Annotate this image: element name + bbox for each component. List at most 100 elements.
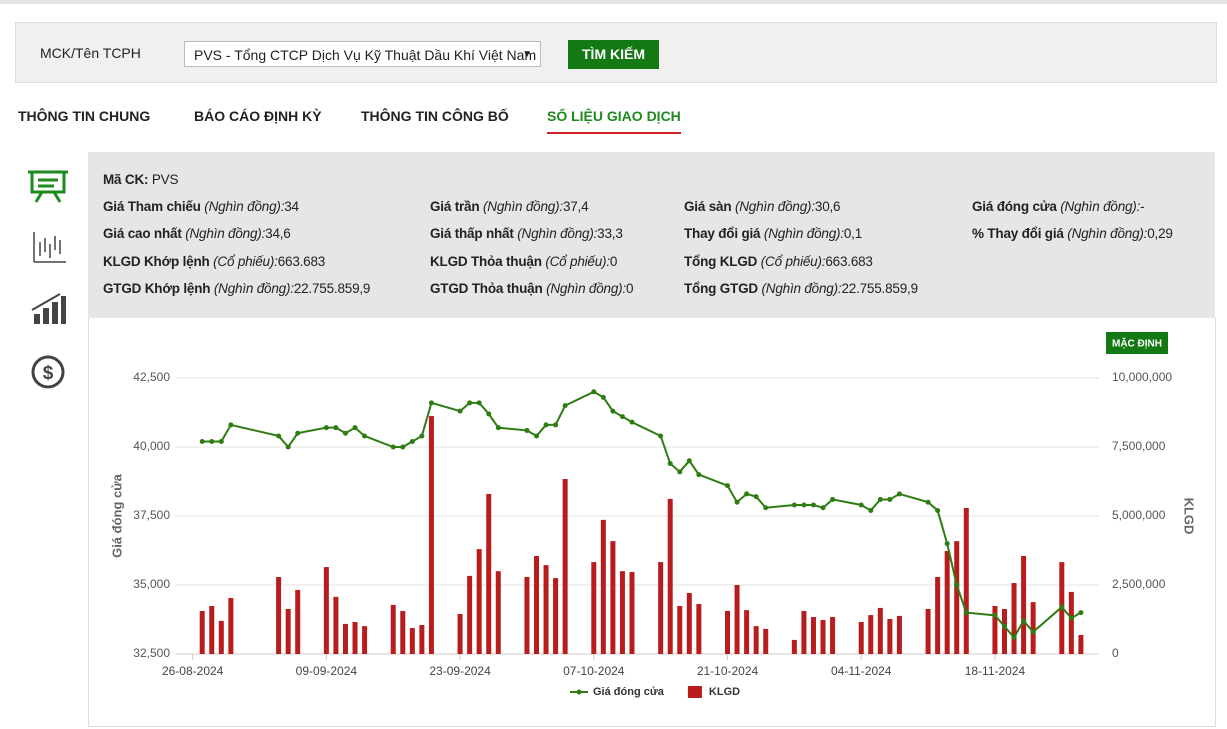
info-field: Tổng KLGD (Cổ phiếu):663.683 bbox=[684, 254, 873, 269]
info-field: KLGD Thỏa thuận (Cổ phiếu):0 bbox=[430, 254, 617, 269]
price-point bbox=[228, 422, 234, 428]
field-label: Giá Tham chiếu bbox=[103, 199, 201, 214]
tab[interactable]: BÁO CÁO ĐỊNH KỲ bbox=[194, 108, 322, 124]
volume-bar bbox=[457, 613, 463, 654]
volume-bar bbox=[629, 572, 635, 654]
price-point bbox=[935, 507, 941, 513]
tab[interactable]: THÔNG TIN CÔNG BỐ bbox=[361, 108, 509, 124]
field-unit: (Nghìn đồng): bbox=[761, 281, 842, 296]
price-point bbox=[992, 612, 998, 618]
field-unit: (Nghìn đồng): bbox=[1060, 199, 1141, 214]
field-value: - bbox=[1140, 199, 1145, 214]
price-point bbox=[428, 400, 434, 406]
volume-bar bbox=[218, 620, 224, 654]
field-label: Thay đổi giá bbox=[684, 226, 761, 241]
field-unit: (Cổ phiếu): bbox=[213, 254, 278, 269]
tab[interactable]: SỐ LIỆU GIAO DỊCH bbox=[547, 108, 681, 134]
price-point bbox=[600, 394, 606, 400]
price-point bbox=[495, 425, 501, 431]
tab[interactable]: THÔNG TIN CHUNG bbox=[18, 108, 151, 124]
price-point bbox=[1030, 629, 1036, 635]
volume-bar bbox=[868, 615, 874, 654]
field-label: Tổng KLGD bbox=[684, 254, 758, 269]
price-point bbox=[725, 483, 731, 489]
field-unit: (Nghìn đồng): bbox=[517, 226, 598, 241]
y-tick-label: 42,500 bbox=[133, 370, 170, 384]
y-axis-title: Giá đóng cửa bbox=[109, 473, 124, 558]
field-label: KLGD Khớp lệnh bbox=[103, 254, 210, 269]
y-tick-label: 35,000 bbox=[133, 577, 170, 591]
price-point bbox=[763, 505, 769, 511]
dollar-icon[interactable]: $ bbox=[31, 355, 65, 389]
price-point bbox=[295, 430, 301, 436]
search-label: MCK/Tên TCPH bbox=[40, 45, 141, 61]
volume-bar bbox=[667, 498, 673, 654]
field-value: 0 bbox=[626, 281, 634, 296]
stock-code: Mã CK: PVS bbox=[103, 172, 179, 187]
field-value: 34 bbox=[284, 199, 299, 214]
legend-dot bbox=[576, 689, 582, 695]
field-label: GTGD Thỏa thuận bbox=[430, 281, 543, 296]
info-field: Giá trần (Nghìn đồng):37,4 bbox=[430, 199, 589, 214]
price-point bbox=[686, 458, 692, 464]
info-field: Giá Tham chiếu (Nghìn đồng):34 bbox=[103, 199, 299, 214]
volume-bar bbox=[753, 626, 759, 654]
volume-bar bbox=[533, 556, 539, 654]
volume-bar bbox=[619, 571, 625, 654]
info-field: Thay đổi giá (Nghìn đồng):0,1 bbox=[684, 226, 862, 241]
volume-bar bbox=[677, 605, 683, 654]
field-unit: (Nghìn đồng): bbox=[734, 199, 815, 214]
field-label: Giá đóng cửa bbox=[972, 199, 1057, 214]
y2-tick-label: 7,500,000 bbox=[1112, 439, 1166, 453]
info-field: Giá đóng cửa (Nghìn đồng):- bbox=[972, 199, 1145, 214]
price-point bbox=[610, 408, 616, 414]
overview-icon[interactable] bbox=[28, 170, 68, 203]
price-point bbox=[791, 502, 797, 508]
volume-bar bbox=[963, 507, 969, 654]
field-label: KLGD Thỏa thuận bbox=[430, 254, 542, 269]
volume-bar bbox=[696, 604, 702, 654]
price-point bbox=[553, 422, 559, 428]
default-button[interactable] bbox=[1106, 332, 1168, 354]
price-point bbox=[887, 496, 893, 502]
price-point bbox=[467, 400, 473, 406]
dropdown-arrow: ▼ bbox=[522, 49, 532, 60]
volume-bar bbox=[276, 576, 282, 654]
volume-bar bbox=[333, 596, 339, 654]
info-field: GTGD Thỏa thuận (Nghìn đồng):0 bbox=[430, 281, 634, 296]
chart-box bbox=[88, 318, 1216, 727]
field-value: 34,6 bbox=[265, 226, 291, 241]
legend-swatch bbox=[687, 686, 702, 698]
volume-bar bbox=[409, 628, 415, 654]
x-tick-label: 09-09-2024 bbox=[296, 664, 358, 678]
volume-bar bbox=[935, 576, 941, 654]
price-point bbox=[801, 502, 807, 508]
field-value: 663.683 bbox=[277, 254, 326, 269]
search-button[interactable]: TÌM KIẾM bbox=[568, 40, 659, 69]
price-point bbox=[409, 438, 415, 444]
price-point bbox=[419, 433, 425, 439]
code-label: Mã CK: bbox=[103, 172, 149, 187]
volume-bar bbox=[591, 562, 597, 654]
bar-icon[interactable] bbox=[31, 293, 66, 324]
volume-bar bbox=[734, 585, 740, 654]
price-point bbox=[524, 427, 530, 433]
y2-tick-label: 5,000,000 bbox=[1112, 508, 1166, 522]
price-point bbox=[744, 491, 750, 497]
field-value: 22.755.859,9 bbox=[293, 281, 371, 296]
price-point bbox=[1001, 623, 1007, 629]
volume-bar bbox=[830, 617, 836, 654]
volume-bar bbox=[562, 479, 568, 654]
info-field: GTGD Khớp lệnh (Nghìn đồng):22.755.859,9 bbox=[103, 281, 370, 296]
price-point bbox=[591, 389, 597, 395]
price-point bbox=[1059, 604, 1065, 610]
price-point bbox=[868, 507, 874, 513]
stock-select[interactable]: PVS - Tổng CTCP Dịch Vụ Kỹ Thuật Dầu Khí… bbox=[184, 41, 541, 67]
volume-bar bbox=[390, 604, 396, 654]
volume-bar bbox=[419, 625, 425, 654]
candle-icon[interactable] bbox=[33, 232, 66, 263]
price-point bbox=[276, 433, 282, 439]
volume-bar bbox=[1001, 609, 1007, 654]
